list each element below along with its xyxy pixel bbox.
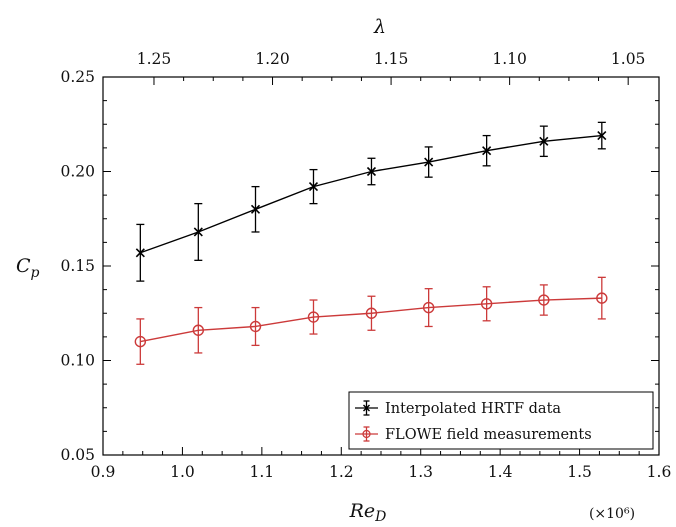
data-point xyxy=(366,166,377,177)
marker-stroke xyxy=(135,248,145,258)
y-axis-label-main: C xyxy=(16,255,31,277)
data-point xyxy=(250,204,261,214)
series-flowe xyxy=(134,276,608,365)
y-tick-label: 0.05 xyxy=(60,446,95,464)
legend-label-hrtf: Interpolated HRTF data xyxy=(385,401,561,417)
x-multiplier-label: (×10⁶) xyxy=(589,506,635,522)
error-bar xyxy=(539,284,548,316)
marker-stroke xyxy=(193,227,203,237)
marker-stroke xyxy=(366,166,377,177)
x-axis-label: ReD xyxy=(349,500,387,525)
error-bar xyxy=(309,299,318,335)
top-x-tick-label: 1.15 xyxy=(374,50,409,68)
data-point xyxy=(249,320,262,333)
marker-stroke xyxy=(597,131,607,141)
data-point xyxy=(482,146,492,156)
error-bar xyxy=(367,295,376,331)
legend-marker-hrtf xyxy=(355,400,378,416)
data-point xyxy=(193,227,203,237)
y-tick-label: 0.20 xyxy=(60,163,95,181)
data-point xyxy=(597,131,607,141)
error-bar xyxy=(136,318,145,365)
data-point xyxy=(192,324,205,336)
error-bar xyxy=(597,276,606,320)
x-tick-label: 1.2 xyxy=(329,463,354,481)
top-x-tick-label: 1.10 xyxy=(492,50,527,68)
x-tick-label: 1.5 xyxy=(567,463,592,481)
data-point xyxy=(307,311,320,323)
plot-area xyxy=(134,121,608,365)
y-tick-label: 0.25 xyxy=(60,68,95,86)
legend-label-flowe: FLOWE field measurements xyxy=(385,427,592,443)
data-point xyxy=(480,298,493,310)
top-x-axis-label: λ xyxy=(373,16,386,38)
legend-marker-flowe xyxy=(355,426,378,442)
axes: 0.9 1.0 1.1 1.2 1.3 1.4 1.5 1.6 0.05 0.10 0.15 0.20… xyxy=(60,50,671,481)
marker-stroke xyxy=(482,146,492,156)
y-axis-label: Cp xyxy=(16,255,40,281)
data-point xyxy=(365,307,378,319)
data-point xyxy=(135,248,145,258)
data-point xyxy=(538,294,550,306)
axis-labels: λ ReD Cp (×10⁶) xyxy=(16,16,635,525)
marker-stroke xyxy=(250,204,261,214)
data-point xyxy=(422,301,435,314)
x-tick-label: 1.1 xyxy=(250,463,275,481)
x-tick-label: 1.6 xyxy=(647,463,672,481)
error-bar xyxy=(251,306,260,347)
y-tick-label: 0.15 xyxy=(60,257,95,275)
x-tick-label: 1.3 xyxy=(408,463,433,481)
x-tick-label: 1.4 xyxy=(488,463,513,481)
x-axis-label-sub: D xyxy=(374,509,386,525)
marker-stroke xyxy=(539,136,549,146)
series-line xyxy=(140,134,602,254)
x-tick-label: 1.0 xyxy=(170,463,195,481)
top-x-tick-label: 1.05 xyxy=(611,50,646,68)
legend: Interpolated HRTF data FLOWE field measu… xyxy=(348,391,654,450)
data-point xyxy=(424,157,434,167)
error-bar xyxy=(194,306,203,354)
x-tick-label: 0.9 xyxy=(91,463,116,481)
top-x-tick-label: 1.25 xyxy=(137,50,172,68)
legend-marker-circle xyxy=(362,429,371,439)
y-axis-label-sub: p xyxy=(31,265,40,281)
data-point xyxy=(596,292,608,304)
top-x-tick-label: 1.20 xyxy=(255,50,290,68)
data-point xyxy=(308,182,319,192)
x-axis-label-main: Re xyxy=(349,500,376,522)
marker-stroke xyxy=(424,157,434,167)
legend-marker-stroke xyxy=(363,404,370,412)
error-bar xyxy=(424,288,433,328)
marker-stroke xyxy=(308,182,319,192)
error-bar xyxy=(482,286,491,322)
legend-box xyxy=(348,391,654,450)
y-tick-label: 0.10 xyxy=(60,352,95,370)
data-point xyxy=(539,136,549,146)
data-point xyxy=(134,335,147,348)
series-hrtf xyxy=(135,121,607,282)
